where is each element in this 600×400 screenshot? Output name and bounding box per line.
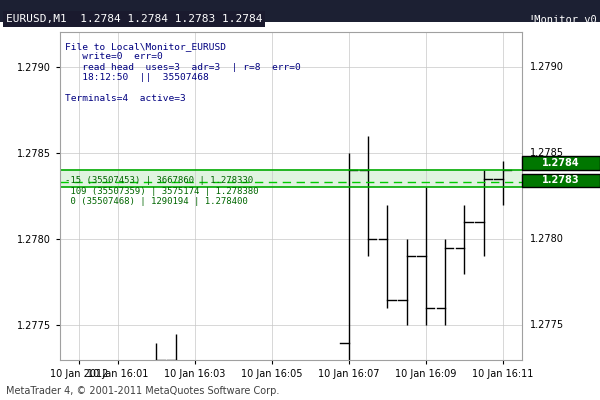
FancyBboxPatch shape [522,174,600,187]
Text: 1.2783: 1.2783 [542,176,580,186]
Text: File to Local\Monitor_EURUSD
   write=0  err=0
   read head  uses=3  adr=3  | r=: File to Local\Monitor_EURUSD write=0 err… [65,42,301,103]
Text: 1.2785: 1.2785 [530,148,564,158]
Bar [60,170,522,187]
Text: -15 (35507453) | 3667860 | 1.278330
 109 (35507359) | 3575174 | 1.278380
 0 (355: -15 (35507453) | 3667860 | 1.278330 109 … [65,176,258,206]
Text: 1.2775: 1.2775 [530,320,564,330]
FancyBboxPatch shape [522,156,600,170]
Text: EURUSD,M1  1.2784 1.2784 1.2783 1.2784: EURUSD,M1 1.2784 1.2784 1.2783 1.2784 [6,14,263,24]
Text: 1.2790: 1.2790 [530,62,563,72]
Text: 1.2780: 1.2780 [530,234,563,244]
Text: 1.2784: 1.2784 [542,158,580,168]
Text: MetaTrader 4, © 2001-2011 MetaQuotes Software Corp.: MetaTrader 4, © 2001-2011 MetaQuotes Sof… [6,386,280,396]
Text: !Monitor_v0: !Monitor_v0 [528,14,597,25]
